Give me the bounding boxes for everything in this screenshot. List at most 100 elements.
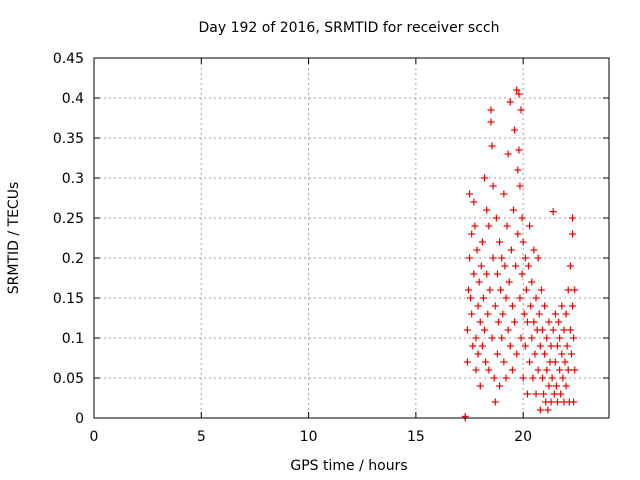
data-point [518,270,526,278]
y-axis-label: SRMTID / TECUs [6,182,22,295]
data-point [481,326,489,334]
data-point [474,302,482,310]
data-point [520,310,528,318]
data-point [506,98,514,106]
data-point [570,334,578,342]
grid-layer [94,58,609,418]
data-point [485,366,493,374]
data-point [470,270,478,278]
data-point [532,390,540,398]
data-point [483,206,491,214]
data-point [537,286,545,294]
data-point [511,126,519,134]
data-point [468,230,476,238]
data-point [472,366,480,374]
data-point [493,350,501,358]
data-point [571,286,579,294]
data-point [526,222,534,230]
data-point [547,398,555,406]
data-point [498,254,506,262]
y-tick-label: 0.2 [62,251,84,267]
axis-ticks: 0 0.05 0.1 0.15 0.2 0.25 0.3 0.35 0.4 0.45 0 5 10 15 2… [53,51,609,445]
data-point [508,302,516,310]
data-point [554,398,561,406]
data-point [513,86,521,94]
data-point [538,326,546,334]
data-point [497,286,505,294]
data-point [488,334,496,342]
data-point [545,382,553,390]
plot-frame [93,57,610,419]
data-point [570,398,578,406]
data-point [489,254,497,262]
data-point [552,382,560,390]
data-point [563,342,571,350]
data-point [541,302,549,310]
data-point [500,190,508,198]
data-point [461,412,469,420]
data-point [484,310,492,318]
data-point [483,270,491,278]
data-point [476,318,484,326]
data-point [549,326,557,334]
data-point [505,278,513,286]
data-point [486,286,494,294]
y-tick-label: 0.15 [53,291,84,307]
data-point [543,366,551,374]
data-point [463,358,471,366]
data-point [562,310,570,318]
x-tick-label: 0 [90,429,99,445]
data-point [491,398,499,406]
data-point [502,374,510,382]
data-point [492,214,500,222]
data-point [560,326,568,334]
y-tick-label: 0.45 [53,51,84,67]
data-point [501,262,509,270]
data-point [488,142,496,150]
data-point [493,270,501,278]
data-point [555,318,563,326]
data-point [523,318,531,326]
x-tick-label: 5 [197,429,206,445]
data-point [551,310,559,318]
data-point [567,350,575,358]
y-tick-label: 0 [75,411,84,427]
data-point [516,294,524,302]
data-point [528,334,536,342]
y-tick-label: 0.1 [62,331,84,347]
data-point [477,262,485,270]
data-point [519,374,527,382]
data-point [518,214,526,222]
data-point [496,238,504,246]
data-point [548,374,556,382]
data-point [550,390,558,398]
data-point [504,326,512,334]
data-point [475,278,483,286]
data-point [494,318,502,326]
data-point [530,246,538,254]
data-point [516,182,524,190]
y-tick-label: 0.3 [62,171,84,187]
data-point [496,382,504,390]
data-point [473,246,481,254]
data-point [514,230,522,238]
data-point [479,294,487,302]
data-point [498,334,506,342]
data-point [478,342,486,350]
data-point [490,374,498,382]
data-point [527,302,535,310]
data-point [544,406,552,414]
data-point [515,90,523,98]
x-tick-label: 15 [407,429,425,445]
data-point [562,382,570,390]
x-tick-label: 20 [514,429,532,445]
data-point [558,302,566,310]
data-point [564,366,572,374]
data-point [534,366,542,374]
x-tick-label: 10 [300,429,318,445]
data-point [466,254,474,262]
data-point [530,318,538,326]
data-point [515,146,523,154]
y-tick-label: 0.25 [53,211,84,227]
